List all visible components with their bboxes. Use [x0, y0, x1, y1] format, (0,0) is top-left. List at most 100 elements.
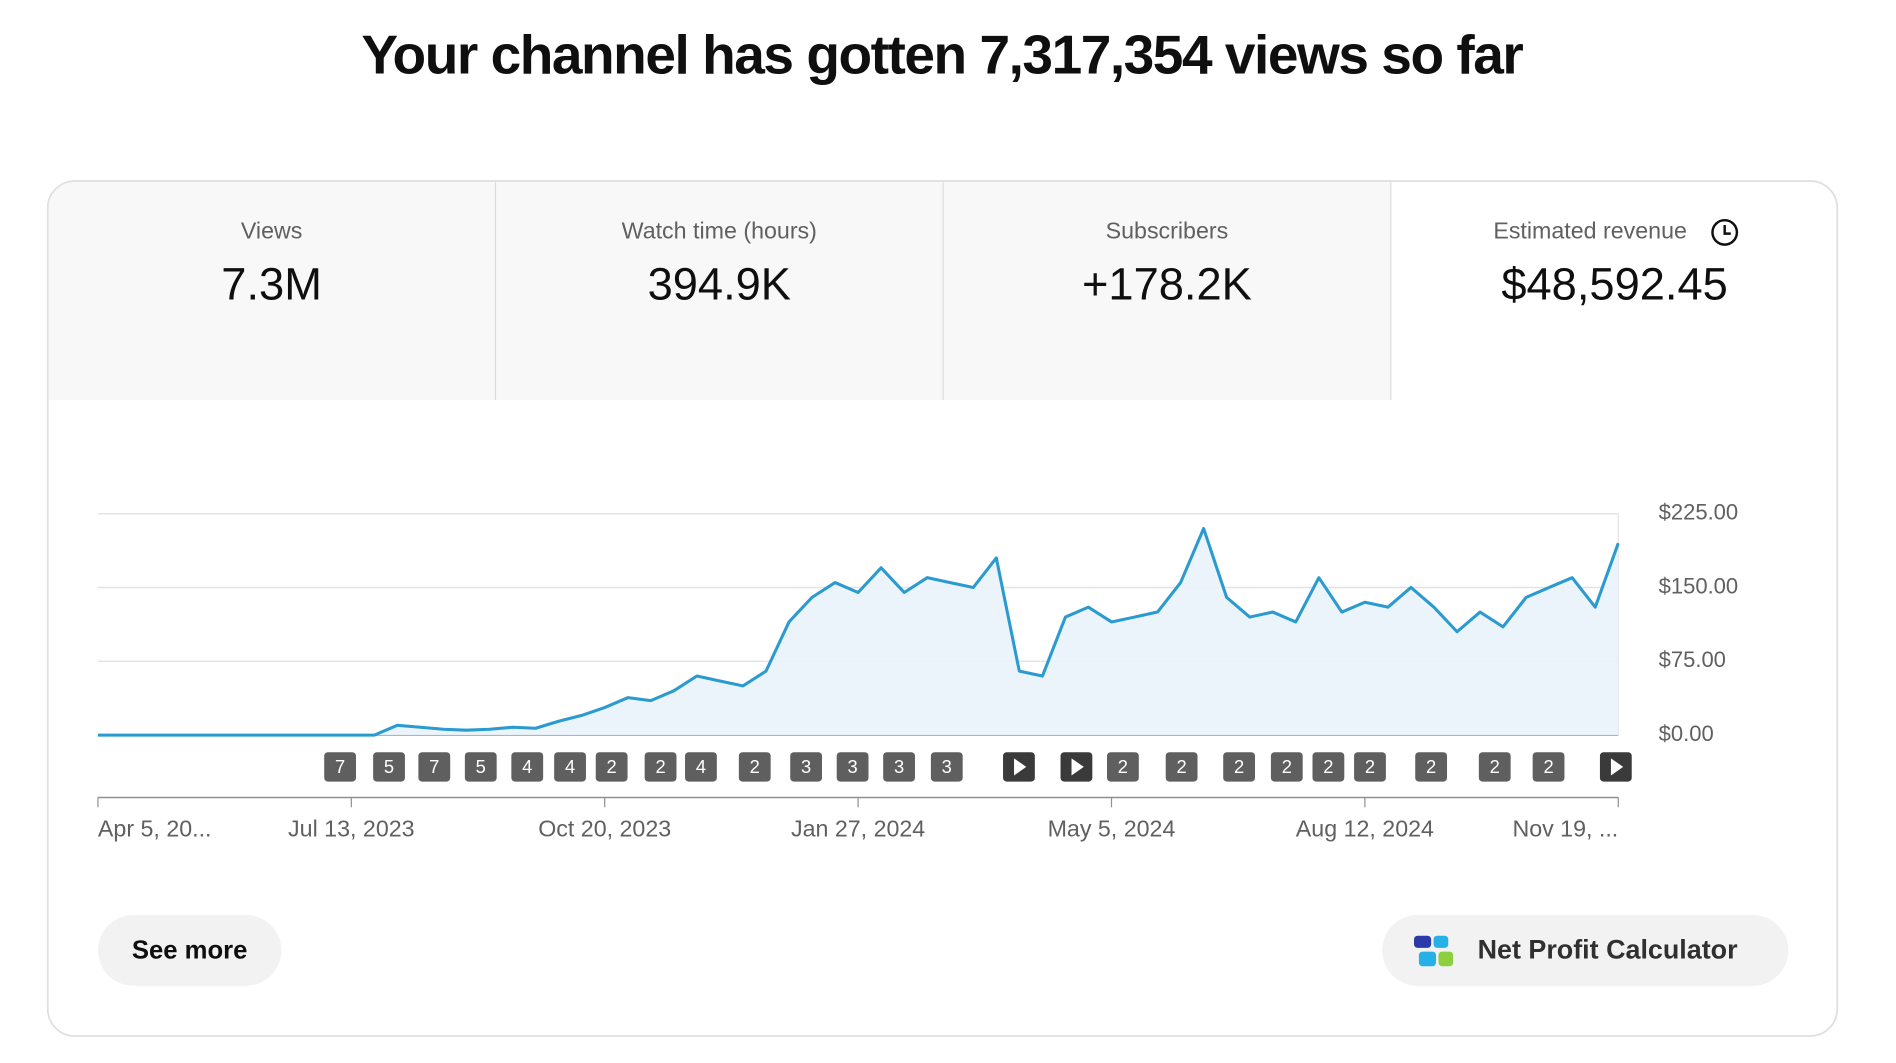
marker-box [373, 752, 405, 782]
marker-count: 3 [801, 756, 811, 777]
marker-box [738, 752, 771, 782]
video-marker[interactable]: 2 [1354, 752, 1386, 782]
video-marker[interactable]: 4 [554, 752, 586, 782]
marker-box [930, 752, 963, 782]
video-marker[interactable]: 2 [1532, 752, 1565, 782]
marker-box [836, 752, 869, 782]
y-tick-label: $150.00 [1659, 573, 1739, 598]
video-marker[interactable]: 2 [1312, 752, 1345, 782]
marker-box [1415, 752, 1448, 782]
x-tick-label: Apr 5, 20... [98, 816, 212, 842]
video-marker[interactable]: 4 [511, 752, 544, 782]
y-tick-label: $0.00 [1659, 721, 1714, 746]
marker-count: 3 [847, 756, 857, 777]
marker-count: 2 [1282, 756, 1292, 777]
video-marker[interactable]: 2 [1478, 752, 1511, 782]
marker-count: 4 [522, 756, 532, 777]
metric-label: Estimated revenue [1493, 218, 1687, 244]
video-marker[interactable] [1003, 752, 1035, 782]
play-icon [1014, 758, 1027, 776]
video-marker[interactable]: 5 [464, 752, 497, 782]
video-marker[interactable]: 3 [836, 752, 869, 782]
metric-value: 7.3M [221, 258, 322, 309]
marker-box [1354, 752, 1386, 782]
marker-box [595, 752, 628, 782]
marker-count: 2 [1118, 756, 1128, 777]
video-marker[interactable] [1599, 752, 1632, 782]
revenue-chart: $0.00 $75.00 $150.00 $225.00 Apr 5, 20... Jul… [97, 500, 1739, 842]
video-marker[interactable]: 3 [930, 752, 963, 782]
metric-value: $48,592.45 [1501, 258, 1727, 309]
marker-box [790, 752, 823, 782]
marker-box [511, 752, 544, 782]
metric-tab[interactable]: Subscribers +178.2K [1082, 218, 1252, 310]
marker-box [324, 752, 357, 782]
marker-count: 2 [1365, 756, 1375, 777]
calculator-button[interactable]: Net Profit Calculator [1382, 914, 1789, 986]
marker-count: 2 [750, 756, 760, 777]
tab-background [49, 182, 1391, 400]
marker-count: 2 [1234, 756, 1244, 777]
marker-count: 7 [429, 756, 439, 777]
video-marker[interactable]: 4 [685, 752, 717, 782]
video-marker[interactable]: 2 [595, 752, 628, 782]
marker-count: 2 [655, 756, 665, 777]
marker-box [883, 752, 915, 782]
marker-count: 2 [1543, 756, 1553, 777]
video-marker[interactable]: 2 [1223, 752, 1256, 782]
x-tick-label: Aug 12, 2024 [1296, 816, 1434, 842]
marker-box [1223, 752, 1256, 782]
marker-box [1270, 752, 1303, 782]
calculator-logo [1414, 935, 1454, 967]
play-icon [1610, 758, 1624, 776]
marker-box [685, 752, 717, 782]
marker-box [644, 752, 677, 782]
video-marker[interactable]: 2 [1165, 752, 1198, 782]
video-marker[interactable]: 7 [418, 752, 451, 782]
see-more-button[interactable]: See more [97, 914, 282, 986]
marker-box [418, 752, 451, 782]
marker-count: 4 [696, 756, 706, 777]
metric-value: 394.9K [648, 258, 791, 309]
marker-box [1165, 752, 1198, 782]
marker-count: 2 [1426, 756, 1436, 777]
marker-box [554, 752, 586, 782]
marker-count: 2 [1490, 756, 1500, 777]
clock-icon[interactable] [1711, 218, 1739, 246]
marker-count: 5 [384, 756, 394, 777]
metric-label: Watch time (hours) [622, 218, 817, 244]
x-tick-label: Jan 27, 2024 [791, 816, 925, 842]
video-marker[interactable]: 2 [1415, 752, 1448, 782]
video-marker[interactable]: 3 [790, 752, 823, 782]
x-tick-label: Nov 19, ... [1512, 816, 1618, 842]
metric-value: +178.2K [1082, 258, 1252, 309]
video-marker[interactable]: 2 [644, 752, 677, 782]
x-tick-label: Oct 20, 2023 [538, 816, 671, 842]
play-icon [1071, 758, 1084, 776]
video-marker[interactable]: 5 [373, 752, 405, 782]
metric-tab[interactable]: Watch time (hours) 394.9K [622, 218, 817, 310]
video-marker[interactable]: 2 [1107, 752, 1139, 782]
video-marker[interactable]: 3 [883, 752, 915, 782]
marker-box [1478, 752, 1511, 782]
metric-label: Subscribers [1106, 218, 1229, 244]
marker-count: 2 [1177, 756, 1187, 777]
video-marker[interactable]: 2 [738, 752, 771, 782]
marker-count: 3 [894, 756, 904, 777]
button-label: See more [132, 936, 248, 964]
page-title: Your channel has gotten 7,317,354 views … [361, 23, 1523, 85]
button-label: Net Profit Calculator [1478, 935, 1739, 965]
metric-tab[interactable]: Views 7.3M [221, 218, 322, 310]
line [97, 526, 1620, 737]
video-marker[interactable]: 2 [1270, 752, 1303, 782]
metric-tab[interactable]: Estimated revenue $48,592.45 [1493, 218, 1739, 310]
video-marker[interactable]: 7 [324, 752, 357, 782]
y-tick-label: $225.00 [1659, 500, 1739, 525]
marker-box [464, 752, 497, 782]
marker-box [1107, 752, 1139, 782]
video-marker[interactable] [1060, 752, 1093, 782]
metric-label: Views [241, 218, 303, 244]
marker-count: 3 [942, 756, 952, 777]
marker-box [1532, 752, 1565, 782]
